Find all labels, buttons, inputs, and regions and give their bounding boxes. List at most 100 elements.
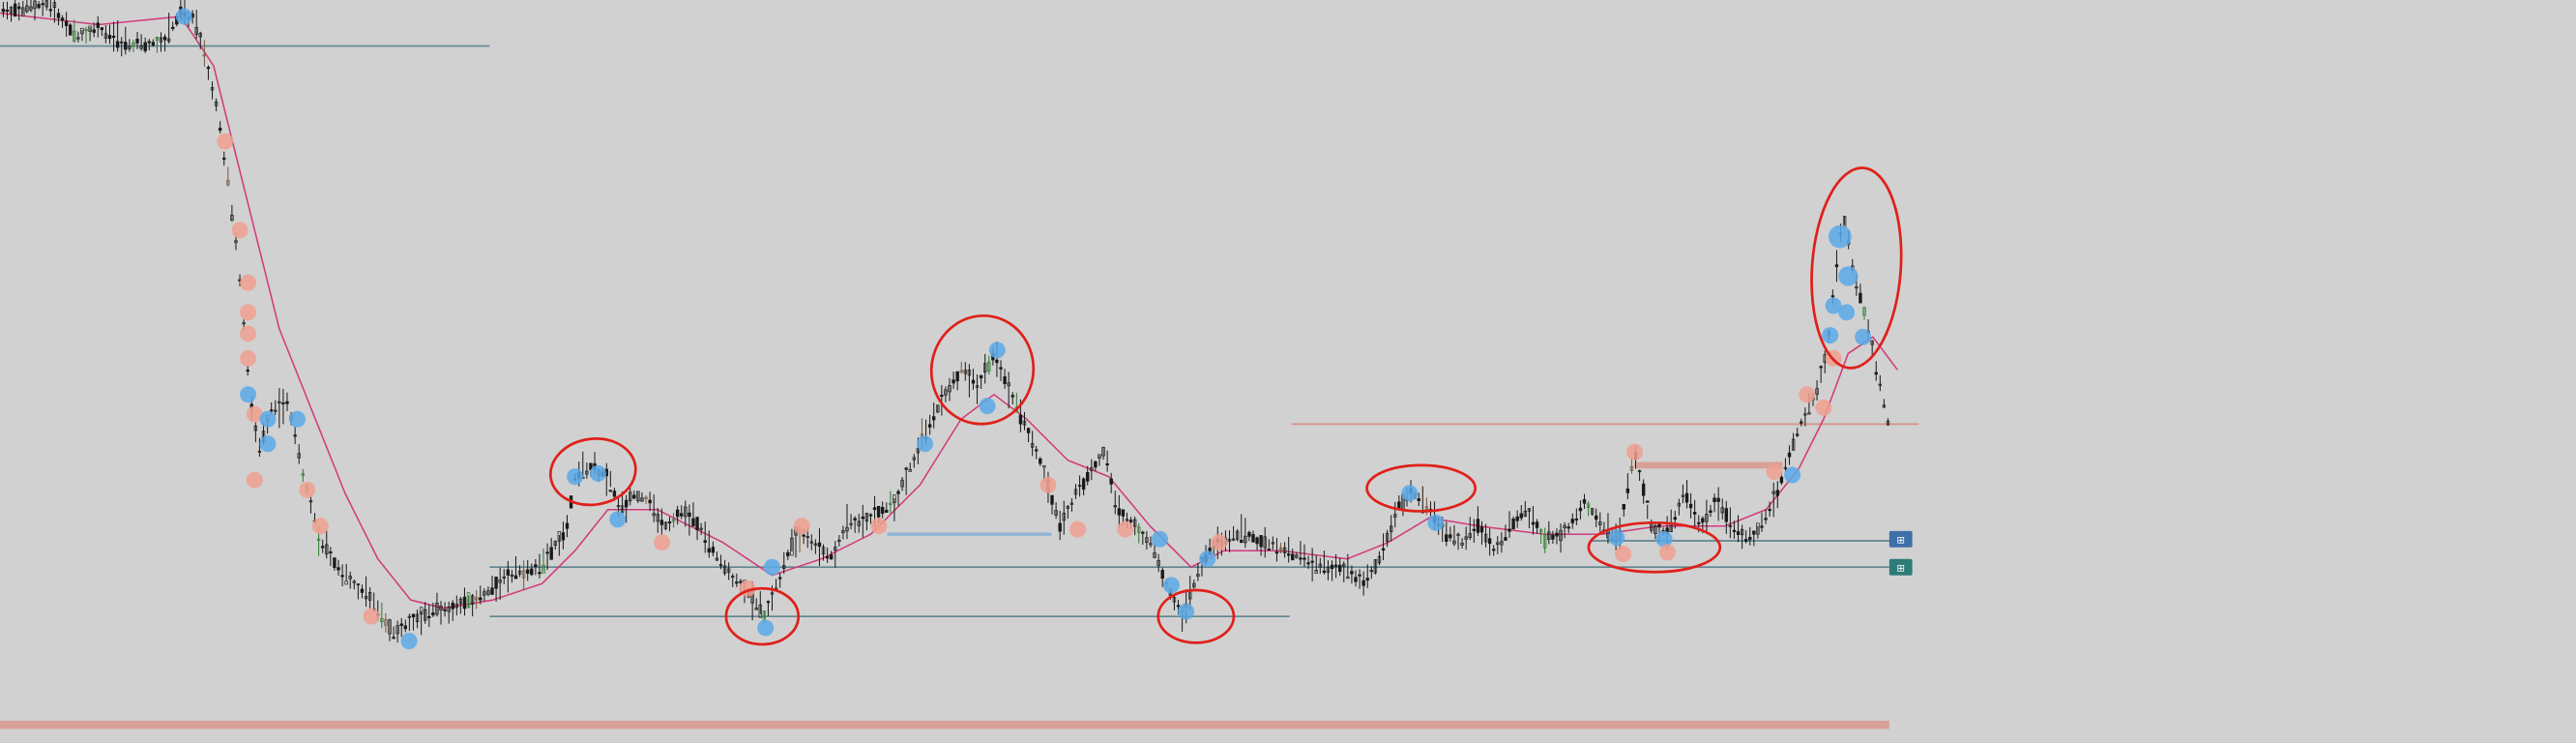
candle-body [340, 575, 344, 578]
candle-body [1381, 548, 1386, 551]
candle-body [1350, 571, 1354, 575]
candle-body [688, 512, 691, 518]
candle-body [1145, 537, 1149, 543]
candle-body [1692, 512, 1697, 515]
candle-body [1574, 518, 1579, 521]
signal-marker-blue [1427, 514, 1445, 531]
candle-body [1736, 531, 1741, 535]
candle-body [439, 606, 443, 610]
candle-body [297, 453, 301, 459]
candle-body [825, 556, 830, 559]
hand-drawn-annotation-circle [548, 437, 637, 507]
candle-body [1271, 542, 1275, 545]
candle-body [1240, 539, 1244, 544]
candle-body [1859, 292, 1862, 304]
candle-body [344, 580, 348, 585]
candle-body [711, 547, 716, 553]
signal-marker-blue [917, 435, 934, 453]
candle-body [1231, 538, 1236, 541]
candle-body [1641, 483, 1646, 496]
candle-body [88, 25, 92, 32]
candle-body [52, 2, 57, 8]
candle-body [384, 619, 388, 626]
candle-body [96, 22, 100, 28]
candle-body [1274, 551, 1279, 554]
candle-body [545, 551, 549, 554]
candle-body [948, 385, 951, 393]
signal-marker-salmon [363, 608, 380, 625]
candle-body [364, 596, 368, 600]
candle-body [451, 602, 454, 609]
hand-drawn-annotation-circle [1587, 520, 1722, 574]
candle-body [411, 613, 416, 618]
signal-marker-salmon [1766, 463, 1783, 481]
candle-body [805, 536, 809, 539]
candle-body [143, 42, 147, 51]
candle-body [936, 404, 940, 413]
candle-body [1026, 428, 1031, 433]
signal-marker-blue [1822, 327, 1839, 344]
candle-body [640, 497, 644, 502]
signal-marker-salmon [870, 518, 888, 535]
candle-body [1128, 520, 1133, 522]
candle-body [663, 521, 668, 529]
candle-body [1479, 526, 1484, 533]
candle-body [1050, 494, 1054, 505]
candle-body [1791, 438, 1796, 451]
candle-body [1523, 510, 1528, 518]
signal-marker-blue [589, 464, 606, 482]
signal-marker-blue [175, 8, 192, 25]
candle-body [1326, 567, 1331, 573]
candle-body [904, 467, 908, 470]
candle-body [656, 514, 659, 522]
candle-body [916, 448, 921, 454]
candle-body [1156, 559, 1160, 566]
candle-body [494, 577, 498, 589]
candle-body [1760, 525, 1764, 528]
candle-body [1555, 532, 1559, 537]
candle-body [76, 37, 80, 40]
candle-body [1291, 553, 1295, 561]
signal-marker-blue [1825, 297, 1842, 314]
signal-marker-salmon [1815, 399, 1832, 416]
candle-body [1073, 489, 1078, 495]
candle-body [64, 20, 69, 26]
candle-body [971, 379, 976, 384]
candle-body [861, 516, 865, 520]
candle-body [17, 6, 21, 10]
candle-body [171, 26, 175, 29]
candle-body [1625, 489, 1630, 493]
hand-drawn-annotation-circle [724, 586, 801, 646]
candle-body [1684, 492, 1689, 503]
candle-body [1570, 519, 1574, 523]
candle-body [1003, 376, 1007, 384]
candle-body [1834, 264, 1839, 268]
signal-marker-salmon [299, 481, 316, 498]
candle-body [944, 389, 948, 396]
candle-body [880, 507, 885, 514]
candle-body [963, 370, 968, 374]
candle-body [1137, 526, 1141, 533]
candle-body [513, 575, 518, 580]
candle-body [352, 580, 356, 583]
candle-body [1787, 452, 1792, 458]
candle-body [486, 590, 490, 595]
candle-body [1508, 528, 1511, 532]
candle-body [1637, 470, 1642, 473]
signal-marker-salmon [240, 274, 257, 291]
signal-marker-blue [764, 558, 781, 576]
signal-marker-blue [1178, 603, 1195, 620]
candle-body [1, 9, 6, 13]
candle-body [1855, 286, 1859, 289]
signal-marker-blue [1655, 530, 1673, 548]
candle-body [1476, 519, 1480, 533]
candle-body [1306, 562, 1310, 565]
candle-body [955, 372, 959, 382]
candle-body [1681, 494, 1685, 497]
signal-marker-blue [1838, 304, 1856, 321]
candle-body [210, 87, 215, 91]
candle-body [707, 548, 711, 553]
candle-body [1278, 547, 1283, 552]
